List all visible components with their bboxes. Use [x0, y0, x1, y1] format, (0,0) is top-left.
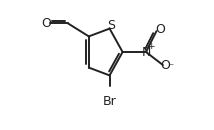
Text: N: N — [142, 46, 151, 58]
Text: O: O — [155, 23, 165, 36]
Text: O: O — [42, 17, 52, 30]
Text: +: + — [147, 42, 155, 51]
Text: Br: Br — [103, 95, 116, 108]
Text: S: S — [107, 19, 115, 32]
Text: O: O — [160, 59, 170, 72]
Text: ⁻: ⁻ — [169, 62, 174, 72]
